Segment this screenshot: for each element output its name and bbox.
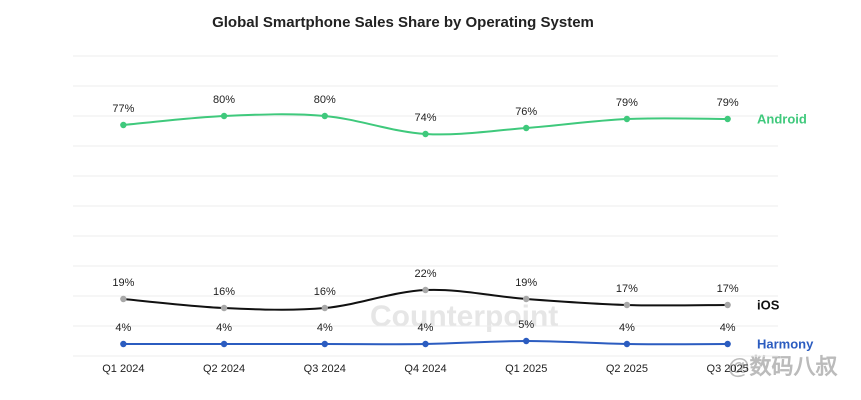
data-point bbox=[523, 337, 530, 345]
data-point bbox=[623, 115, 631, 123]
watermark: Counterpoint bbox=[370, 300, 558, 333]
data-label: 5% bbox=[518, 319, 534, 331]
data-point bbox=[321, 304, 328, 312]
series-name: iOS bbox=[757, 297, 780, 312]
data-label: 77% bbox=[112, 103, 134, 115]
data-point bbox=[220, 304, 228, 312]
series-name: Android bbox=[757, 111, 807, 126]
chart-title: Global Smartphone Sales Share by Operati… bbox=[212, 14, 594, 31]
data-label: 80% bbox=[213, 94, 235, 106]
data-label: 4% bbox=[317, 322, 333, 334]
series-name: Harmony bbox=[757, 336, 814, 351]
data-label: 4% bbox=[216, 322, 232, 334]
data-label: 4% bbox=[619, 322, 635, 334]
data-label: 17% bbox=[717, 283, 739, 295]
data-point bbox=[724, 340, 731, 348]
data-label: 79% bbox=[717, 97, 739, 109]
data-label: 16% bbox=[213, 286, 235, 298]
data-point bbox=[623, 301, 631, 309]
x-tick-label: Q1 2024 bbox=[102, 363, 144, 375]
x-tick-label: Q3 2024 bbox=[304, 363, 346, 375]
data-point bbox=[724, 115, 731, 123]
data-label: 4% bbox=[720, 322, 736, 334]
data-point bbox=[523, 124, 530, 132]
data-point bbox=[120, 340, 127, 348]
data-label: 17% bbox=[616, 283, 638, 295]
data-point bbox=[724, 301, 731, 309]
data-label: 79% bbox=[616, 97, 638, 109]
data-point bbox=[623, 340, 631, 348]
data-label: 22% bbox=[414, 268, 436, 280]
data-label: 74% bbox=[414, 112, 436, 124]
data-label: 4% bbox=[115, 322, 131, 334]
watermark: @数码八叔 bbox=[728, 354, 838, 379]
data-point bbox=[220, 340, 228, 348]
data-label: 80% bbox=[314, 94, 336, 106]
data-label: 16% bbox=[314, 286, 336, 298]
x-tick-label: Q2 2024 bbox=[203, 363, 245, 375]
data-point bbox=[422, 286, 429, 294]
x-tick-label: Q1 2025 bbox=[505, 363, 547, 375]
data-label: 19% bbox=[515, 277, 537, 289]
data-point bbox=[422, 340, 429, 348]
data-label: 76% bbox=[515, 106, 537, 118]
data-point bbox=[523, 295, 530, 303]
x-tick-label: Q3 2025 bbox=[707, 363, 749, 375]
x-tick-label: Q2 2025 bbox=[606, 363, 648, 375]
data-label: 4% bbox=[418, 322, 434, 334]
data-point bbox=[120, 121, 127, 129]
data-point bbox=[321, 340, 328, 348]
data-point bbox=[220, 112, 228, 120]
x-tick-label: Q4 2024 bbox=[404, 363, 446, 375]
data-point bbox=[120, 295, 127, 303]
data-point bbox=[422, 130, 429, 138]
data-point bbox=[321, 112, 328, 120]
data-label: 19% bbox=[112, 277, 134, 289]
